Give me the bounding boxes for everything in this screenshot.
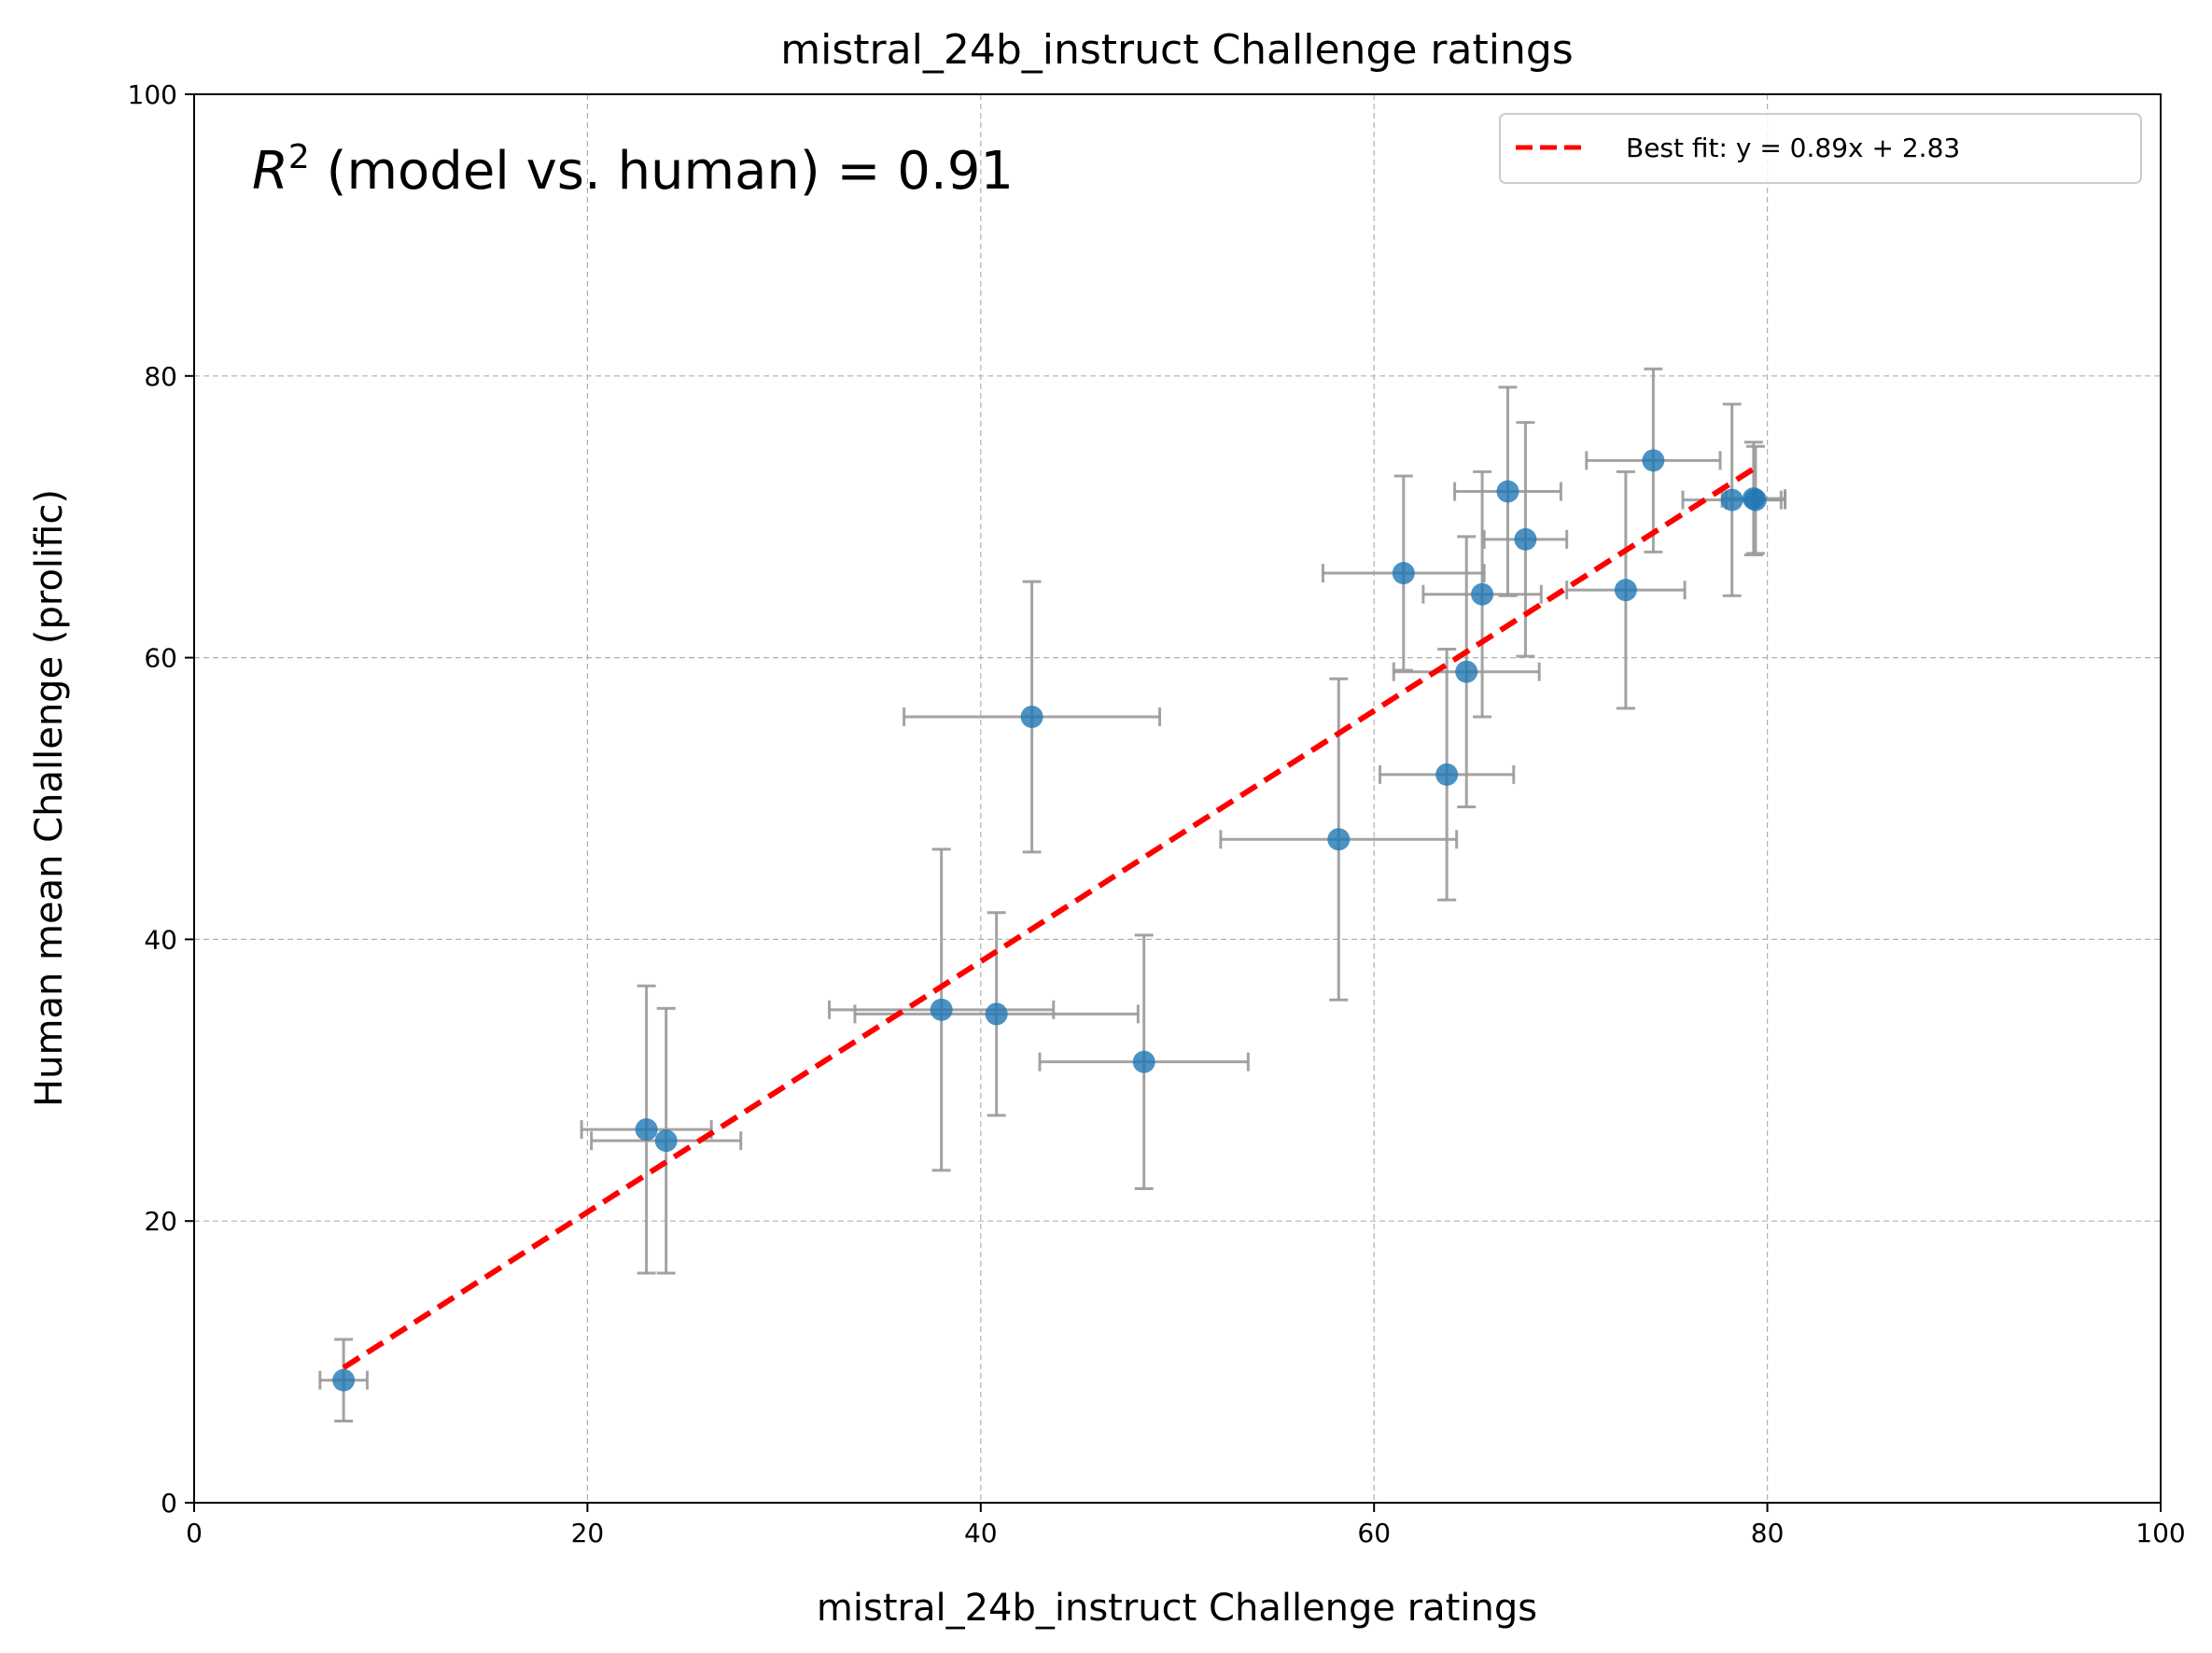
data-point [1327,828,1351,851]
data-point [930,998,953,1021]
y-axis-label: Human mean Challenge (prolific) [28,489,71,1107]
r-symbol: R [252,141,288,202]
data-point [1435,763,1459,786]
y-tick-label: 100 [128,79,177,110]
data-point [1496,480,1519,503]
plot-frame [193,93,2162,1504]
x-tick-label: 40 [964,1518,998,1548]
data-point [635,1118,658,1142]
data-point [985,1002,1008,1026]
data-point [1614,579,1637,602]
y-tick-label: 0 [161,1488,177,1519]
r-squared-text: (model vs. human) = 0.91 [310,141,1014,202]
x-tick-label: 0 [186,1518,203,1548]
data-point [1132,1050,1155,1073]
legend: Best fit: y = 0.89x + 2.83 [1499,113,2142,184]
x-tick-label: 100 [2135,1518,2185,1548]
x-tick-label: 20 [571,1518,605,1548]
data-point [1020,705,1043,728]
data-point [1514,527,1537,551]
points [332,449,1767,1392]
chart-title: mistral_24b_instruct Challenge ratings [780,26,1573,74]
data-point [1392,562,1415,585]
ticks: 0 20 40 60 80 100 0 20 40 60 80 100 [128,79,2186,1548]
data-point [1471,582,1494,606]
data-point [332,1368,356,1392]
y-tick-label: 20 [144,1206,177,1237]
x-tick-label: 60 [1357,1518,1391,1548]
grid [194,94,2161,1503]
legend-box [1499,113,2142,184]
data-point [1455,660,1478,683]
data-point [1642,449,1665,472]
x-axis-label: mistral_24b_instruct Challenge ratings [817,1587,1537,1630]
data-point [1720,488,1743,511]
y-tick-label: 60 [144,643,177,674]
x-tick-label: 80 [1751,1518,1785,1548]
data-point [1743,488,1767,511]
y-tick-label: 80 [144,361,177,392]
r-exponent: 2 [288,138,310,176]
r-squared-annotation: R2 (model vs. human) = 0.91 [252,138,1014,202]
data-point [654,1129,678,1153]
y-tick-label: 40 [144,924,177,955]
legend-label: Best fit: y = 0.89x + 2.83 [1626,133,1960,163]
